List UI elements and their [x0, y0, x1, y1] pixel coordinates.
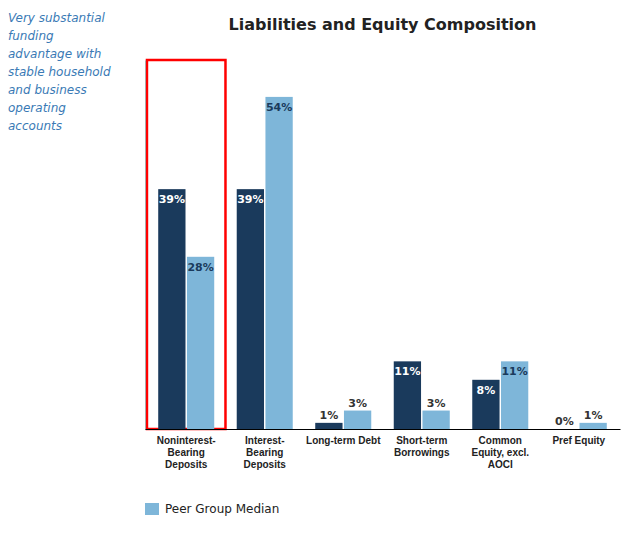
legend: Peer Group Median: [145, 502, 279, 516]
data-label: 0%: [555, 415, 574, 428]
bar: [265, 97, 292, 429]
data-label: 8%: [477, 384, 496, 397]
highlight-box: [147, 60, 226, 429]
x-tick-label: CommonEquity, excl.AOCI: [471, 435, 529, 470]
data-labels: 39% 39% 1% 11% 8% 0% 28% 54% 3% 3% 11% 1%: [159, 101, 603, 428]
bar: [158, 189, 185, 429]
x-tick: CommonEquity, excl.AOCI: [471, 435, 529, 470]
legend-item: Peer Group Median: [145, 502, 279, 516]
axis-line: [146, 429, 621, 430]
bar: [394, 361, 421, 429]
chart: Liabilities and Equity Composition Very s…: [0, 0, 640, 539]
legend-swatch: [145, 503, 159, 515]
x-tick-label: Interest-BearingDeposits: [244, 435, 287, 470]
bar: [344, 411, 371, 429]
axis-line: [145, 61, 146, 430]
legend-label: Peer Group Median: [165, 502, 279, 516]
data-label: 3%: [348, 397, 367, 410]
x-axis: Noninterest-BearingDeposits Interest-Bear…: [146, 430, 621, 471]
bar: [315, 423, 342, 429]
x-tick: Long-term Debt: [306, 435, 381, 446]
plot: 39% 39% 1% 11% 8% 0% 28% 54% 3% 3% 11% 1% Noninteres…: [146, 60, 621, 470]
data-label: 28%: [187, 261, 213, 274]
data-label: 54%: [266, 101, 292, 114]
data-label: 3%: [427, 397, 446, 410]
x-tick-label: Pref Equity: [552, 435, 605, 446]
data-label: 1%: [320, 409, 339, 422]
bars: [158, 97, 607, 429]
data-label: 39%: [237, 193, 263, 206]
series: [158, 189, 499, 429]
data-label: 11%: [501, 365, 527, 378]
title: Liabilities and Equity Composition: [229, 15, 537, 34]
bar: [579, 423, 606, 429]
x-tick-label: Long-term Debt: [306, 435, 381, 446]
x-tick: Short-termBorrowings: [394, 435, 450, 458]
x-tick-label: Short-termBorrowings: [394, 435, 450, 458]
x-tick-label: Noninterest-BearingDeposits: [157, 435, 216, 470]
x-tick: Noninterest-BearingDeposits: [157, 435, 216, 470]
x-tick: Pref Equity: [552, 435, 605, 446]
y-axis: [145, 61, 146, 430]
bar: [501, 361, 528, 429]
data-label: 1%: [584, 409, 603, 422]
x-tick: Interest-BearingDeposits: [244, 435, 287, 470]
bar: [472, 380, 499, 429]
bar: [187, 257, 214, 429]
bar: [551, 429, 578, 430]
data-label: 39%: [159, 193, 185, 206]
bar: [422, 411, 449, 429]
bar: [237, 189, 264, 429]
series: [187, 97, 607, 429]
data-label: 11%: [394, 365, 420, 378]
annotation: Very substantialfundingadvantage withsta…: [8, 11, 111, 133]
